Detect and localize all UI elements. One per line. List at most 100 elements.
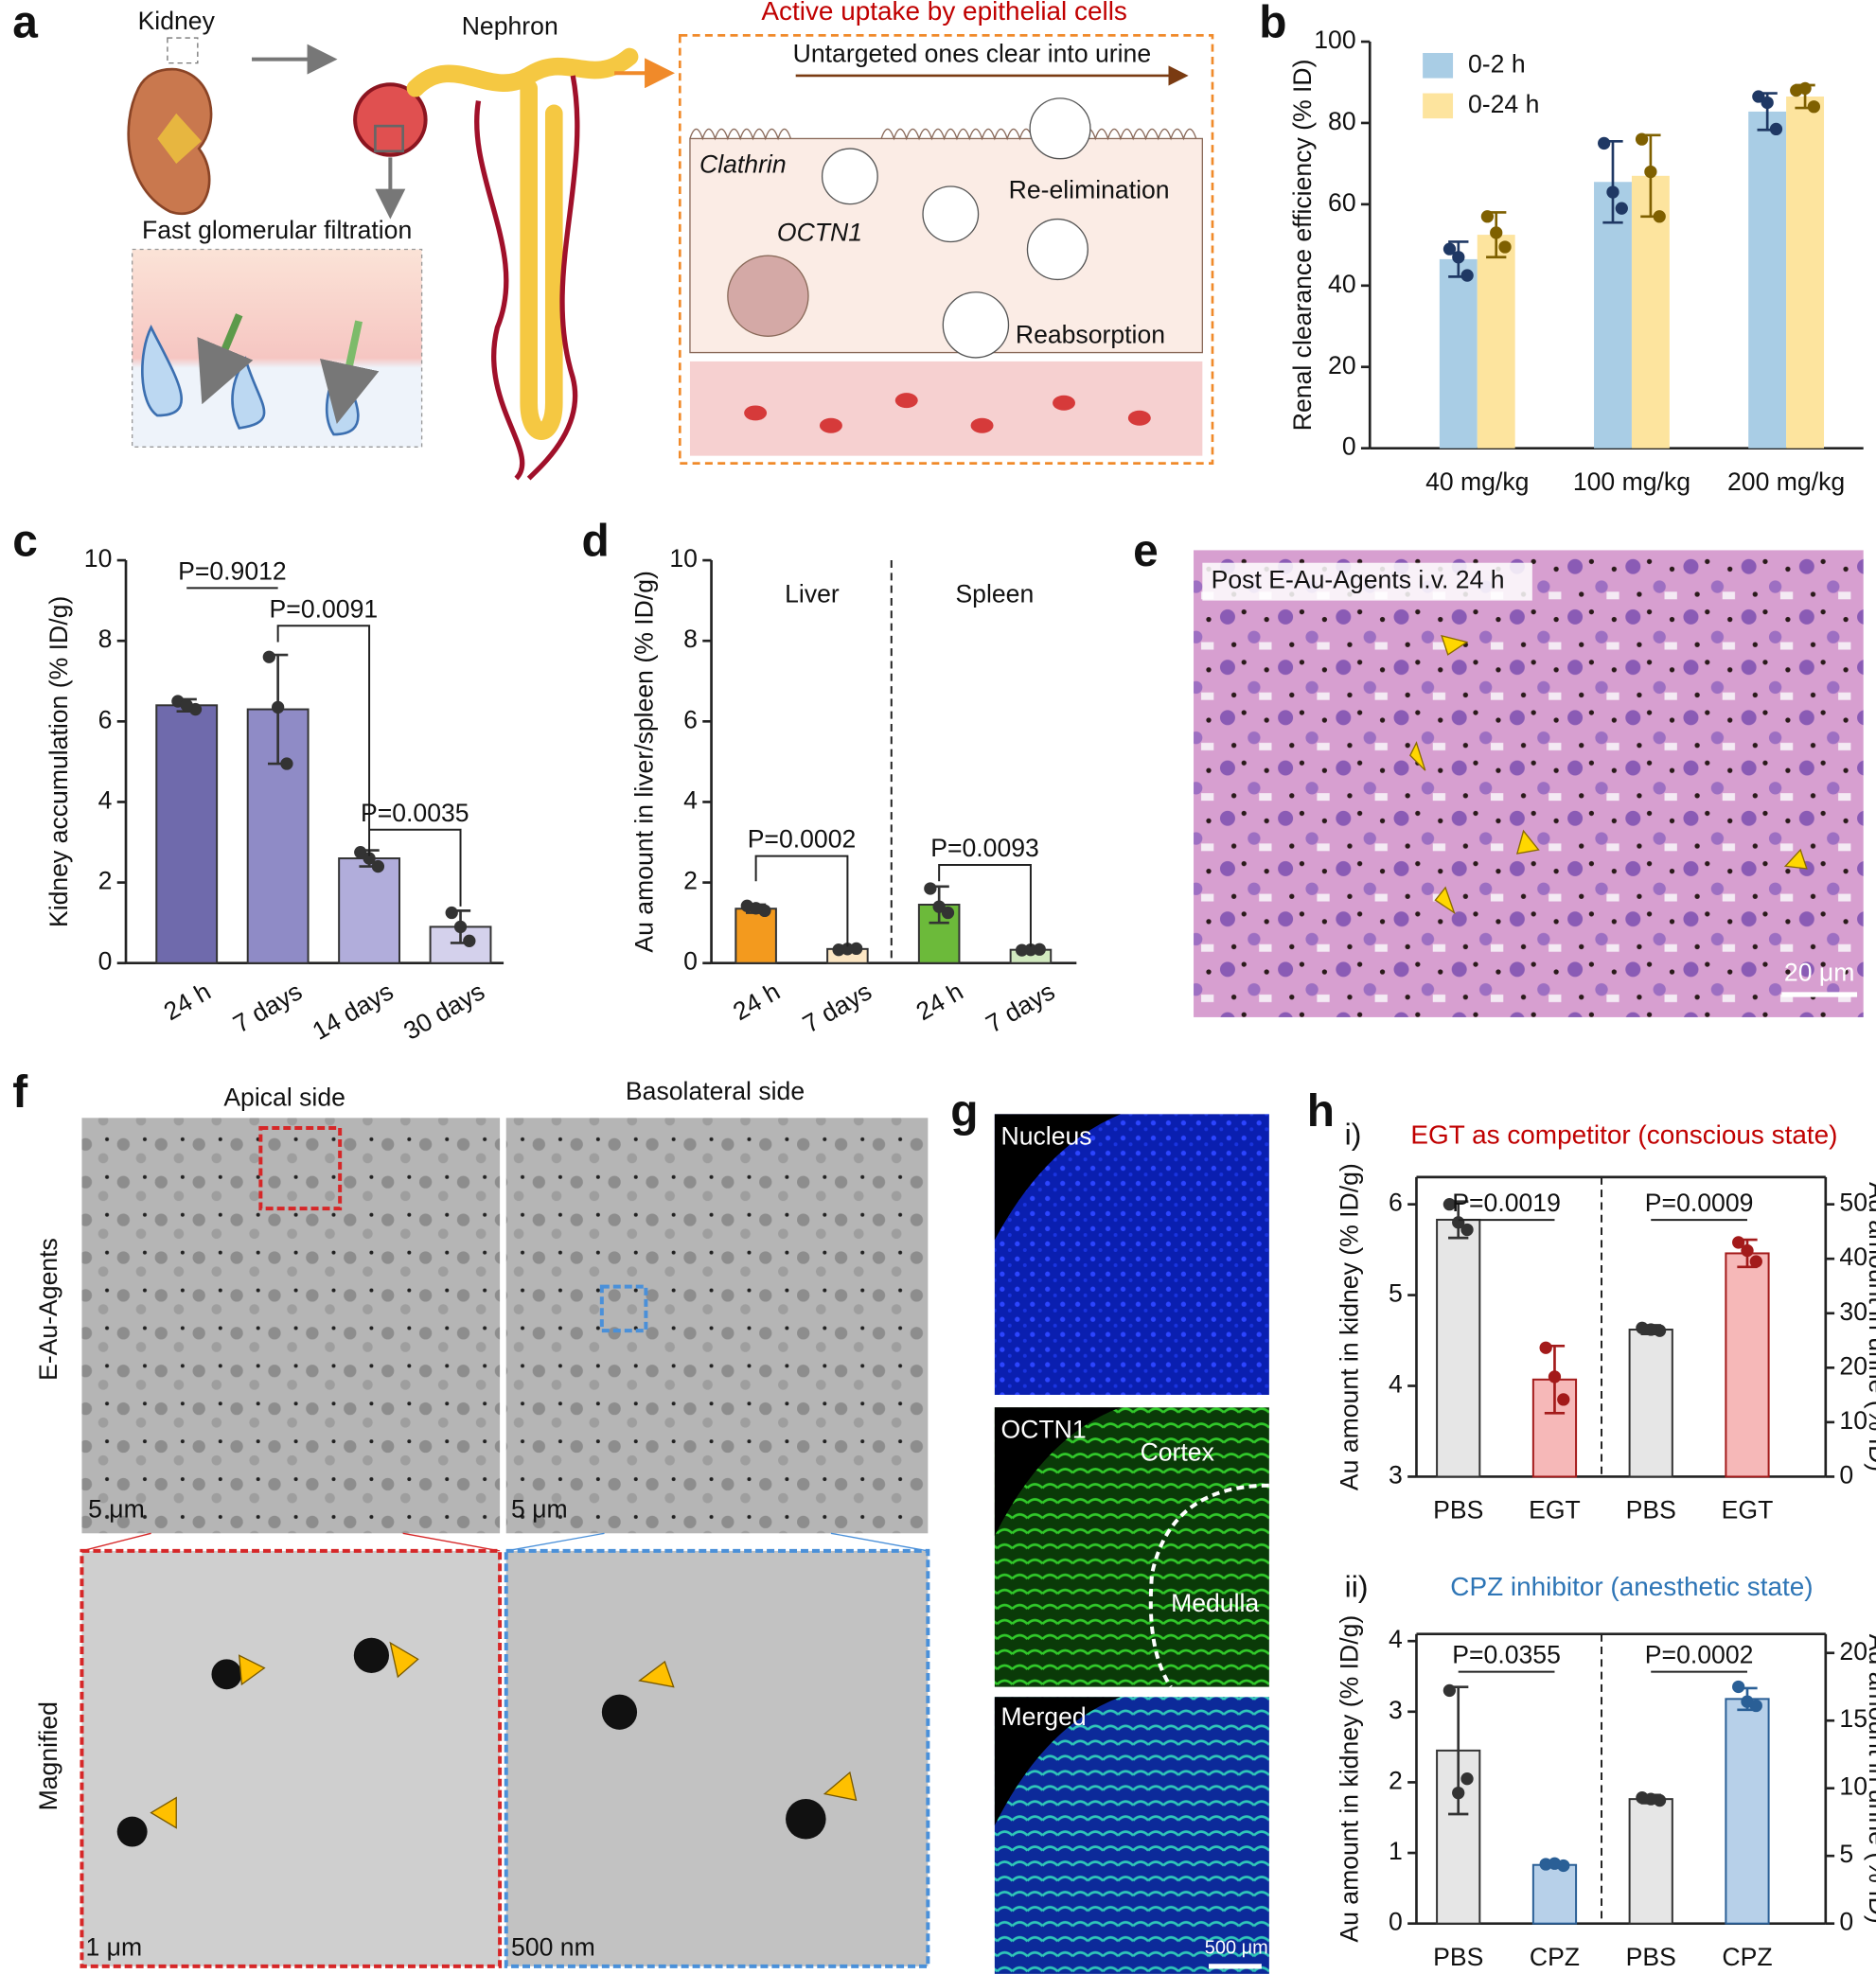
- y-tick-label: 1: [1389, 1837, 1403, 1865]
- panel-label: b: [1259, 0, 1286, 47]
- y-tick-label: 100: [1314, 26, 1355, 54]
- background: [994, 1697, 1121, 1825]
- vessel: [526, 75, 580, 481]
- bar: [1439, 258, 1478, 449]
- vesicle: [922, 185, 980, 243]
- data-point: [1644, 1323, 1657, 1336]
- significance-bracket: [754, 855, 849, 947]
- y2-tick-label: 10: [1839, 1406, 1867, 1435]
- filtration-inset: [132, 248, 423, 449]
- glomerulus: [353, 82, 428, 157]
- y2-tick-label: 20: [1839, 1637, 1867, 1666]
- x-tick-label: 100 mg/kg: [1573, 467, 1690, 496]
- scale-label: 5 μm: [88, 1494, 145, 1523]
- data-point: [280, 757, 293, 770]
- scale-label: 20 μm: [1784, 959, 1854, 987]
- y2-tick-label: 5: [1839, 1840, 1853, 1868]
- data-point: [1452, 251, 1465, 264]
- legend-swatch: [1423, 93, 1454, 119]
- row-label: E-Au-Agents: [34, 1238, 62, 1381]
- data-point: [924, 882, 937, 895]
- x-tick-label: 7 days: [982, 977, 1060, 1038]
- decoration: [970, 417, 994, 433]
- bar: [1477, 235, 1515, 449]
- decoration: [1515, 829, 1540, 855]
- data-point: [1460, 269, 1474, 282]
- y-tick-label: 3: [1389, 1460, 1403, 1489]
- arrow: [197, 313, 254, 405]
- y-tick-label: 4: [1389, 1370, 1403, 1399]
- y-tick-label: 40: [1328, 270, 1356, 298]
- y2-tick-label: 50: [1839, 1189, 1867, 1217]
- data-point: [841, 943, 855, 956]
- legend-label: 0-2 h: [1468, 49, 1526, 78]
- chart-title: CPZ inhibitor (anesthetic state): [1450, 1572, 1813, 1601]
- y-tick-label: 8: [98, 625, 113, 653]
- data-point: [1442, 1197, 1457, 1211]
- y-tick-label: 8: [683, 625, 698, 653]
- data-point: [1548, 1370, 1562, 1384]
- y2-tick-label: 10: [1839, 1772, 1867, 1801]
- y-tick-label: 0: [683, 947, 698, 976]
- x-tick-label: PBS: [1626, 1943, 1676, 1971]
- panel-label: e: [1133, 526, 1159, 576]
- background: [994, 1407, 1121, 1536]
- data-point: [1498, 240, 1512, 254]
- vesicle: [942, 291, 1010, 359]
- significance-bracket: [938, 863, 1032, 947]
- microvilli: [689, 128, 1197, 141]
- panel-label: c: [12, 516, 38, 566]
- decoration: [601, 1694, 638, 1730]
- label: OCTN1: [777, 219, 862, 247]
- sub-label: i): [1345, 1118, 1362, 1152]
- bar: [155, 704, 219, 964]
- tem-image: [505, 1118, 929, 1534]
- scale-label: 1 μm: [85, 1932, 142, 1961]
- bar: [1628, 1798, 1673, 1925]
- label: Kidney: [138, 7, 216, 35]
- data-point: [1539, 1341, 1552, 1354]
- annotation: P=0.0009: [1645, 1189, 1754, 1217]
- tem-image: [81, 1118, 501, 1534]
- data-point: [1752, 90, 1765, 103]
- group-label: Spleen: [955, 579, 1034, 608]
- y-tick-label: 6: [1389, 1189, 1403, 1217]
- y2-tick-label: 30: [1839, 1297, 1867, 1326]
- zoom-box: [167, 37, 199, 64]
- label: Clathrin: [699, 150, 787, 179]
- decoration: [1409, 741, 1426, 771]
- y-axis-label: Kidney accumulation (% ID/g): [44, 596, 73, 927]
- channel-label: Nucleus: [1001, 1122, 1092, 1151]
- y2-tick-label: 40: [1839, 1243, 1867, 1271]
- kidney-pelvis: [157, 113, 202, 165]
- data-point: [1480, 210, 1495, 223]
- annotation: P=0.0019: [1452, 1189, 1561, 1217]
- region-label: Medulla: [1171, 1589, 1259, 1617]
- data-point: [1732, 1680, 1745, 1694]
- data-point: [932, 900, 946, 913]
- bar: [1531, 1863, 1578, 1925]
- zoom-box: [599, 1284, 648, 1333]
- y-tick-label: 2: [683, 867, 698, 895]
- data-point: [180, 698, 193, 712]
- legend-label: 0-24 h: [1468, 90, 1539, 118]
- data-point: [1798, 81, 1812, 96]
- data-point: [1732, 1236, 1745, 1249]
- y-tick-label: 5: [1389, 1279, 1403, 1308]
- x-tick-label: 14 days: [308, 977, 398, 1046]
- decoration: [150, 1796, 177, 1829]
- data-point: [262, 650, 275, 663]
- bar: [1628, 1329, 1673, 1478]
- label: Active uptake by epithelial cells: [761, 0, 1126, 26]
- panel-label: h: [1307, 1086, 1335, 1137]
- y-tick-label: 6: [98, 705, 113, 733]
- data-point: [1653, 210, 1666, 223]
- significance-bracket: [369, 828, 462, 907]
- annotation: P=0.0002: [1645, 1641, 1754, 1669]
- data-point: [1644, 1792, 1657, 1806]
- decoration: [1441, 634, 1469, 656]
- label: Re-elimination: [1009, 175, 1170, 203]
- data-point: [1015, 943, 1029, 957]
- channel-label: OCTN1: [1001, 1416, 1087, 1444]
- x-tick-label: 7 days: [228, 977, 307, 1038]
